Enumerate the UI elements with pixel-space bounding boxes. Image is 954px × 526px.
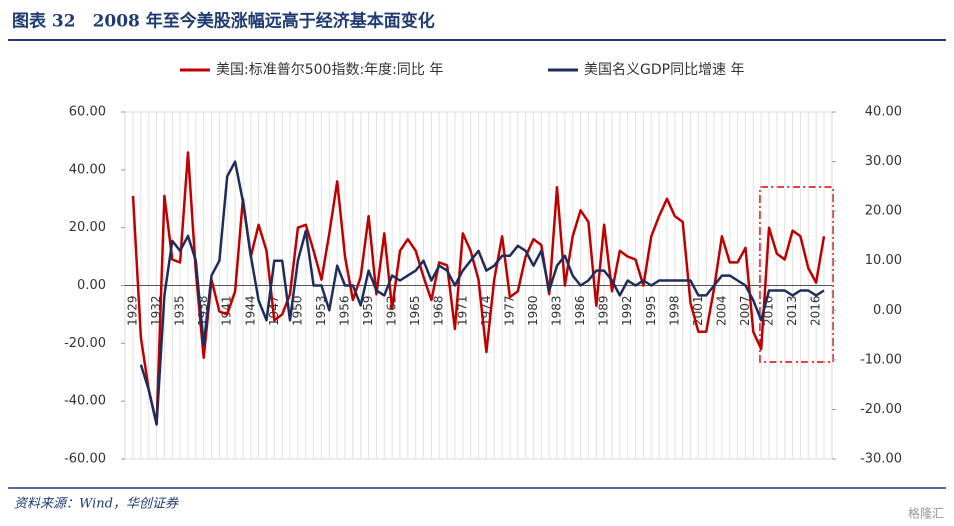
y2-tick-label: 0.00 (873, 303, 902, 318)
highlight-box (759, 186, 834, 363)
y-tick-label: 20.00 (69, 220, 106, 235)
y-tick-label: -60.00 (64, 452, 106, 467)
x-tick-label: 1980 (526, 296, 540, 327)
x-tick-label: 1956 (338, 296, 352, 327)
x-tick-label: 1944 (243, 296, 257, 327)
x-tick-label: 1986 (573, 296, 587, 327)
x-tick-label: 1929 (126, 296, 140, 327)
x-tick-label: 1968 (432, 296, 446, 327)
y2-tick-label: 40.00 (865, 105, 902, 120)
series-line (139, 160, 825, 426)
x-tick-label: 2007 (738, 296, 752, 327)
y-tick-label: 0.00 (77, 278, 106, 293)
y2-tick-label: -30.00 (860, 452, 902, 467)
x-tick-label: 1995 (644, 296, 658, 327)
legend-label: 美国名义GDP同比增速 年 (584, 62, 745, 78)
x-tick-label: 1962 (385, 296, 399, 327)
x-tick-label: 2016 (809, 296, 823, 327)
source: 资料来源：Wind，华创证券 (14, 497, 179, 512)
x-tick-label: 1983 (550, 296, 564, 327)
y-tick-label: 40.00 (69, 162, 106, 177)
y2-tick-label: -10.00 (860, 352, 902, 367)
x-tick-label: 1989 (597, 296, 611, 327)
y2-tick-label: 20.00 (865, 204, 902, 219)
x-tick-label: 1977 (502, 295, 516, 326)
x-tick-label: 1965 (408, 296, 422, 327)
y2-tick-label: -20.00 (860, 402, 902, 417)
x-tick-label: 1998 (667, 296, 681, 327)
x-tick-label: 1950 (290, 296, 304, 327)
x-tick-label: 2013 (785, 296, 799, 327)
y-tick-label: -40.00 (64, 394, 106, 409)
x-tick-label: 1959 (361, 296, 375, 327)
x-tick-label: 1953 (314, 296, 328, 327)
x-tick-label: 1935 (173, 296, 187, 327)
x-tick-label: 1992 (620, 296, 634, 327)
y-tick-label: -20.00 (64, 336, 106, 351)
x-tick-label: 2004 (714, 296, 728, 327)
chart-title: 图表 32 2008 年至今美股涨幅远高于经济基本面变化 (12, 11, 435, 32)
y2-tick-label: 10.00 (865, 253, 902, 268)
watermark: 格隆汇 (908, 506, 944, 521)
y2-tick-label: 30.00 (865, 154, 902, 169)
y-tick-label: 60.00 (69, 105, 106, 120)
legend-label: 美国:标准普尔500指数:年度:同比 年 (216, 62, 443, 78)
x-tick-label: 1971 (455, 296, 469, 327)
